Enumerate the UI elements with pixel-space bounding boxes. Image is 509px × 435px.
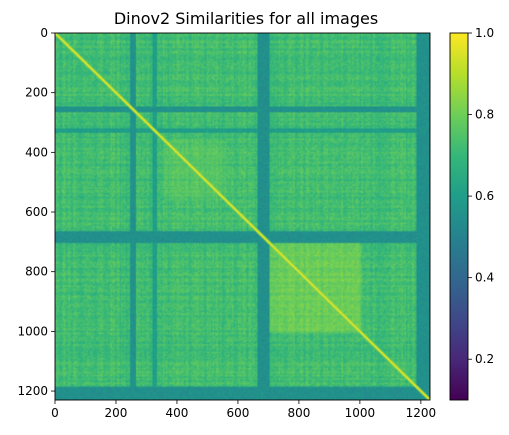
y-tick-label: 1200 [17, 384, 48, 398]
y-tick-label: 600 [25, 205, 48, 219]
x-tick-label: 0 [51, 406, 59, 420]
colorbar-tick-label: 0.6 [475, 189, 494, 203]
x-tick-label: 1200 [406, 406, 437, 420]
y-tick-label: 1000 [17, 324, 48, 338]
x-tick-label: 1000 [345, 406, 376, 420]
colorbar-tick-label: 1.0 [475, 26, 494, 40]
heatmap-image [55, 33, 430, 400]
x-tick-label: 600 [226, 406, 249, 420]
colorbar-gradient [450, 33, 468, 400]
heatmap-frame [54, 32, 431, 401]
y-tick-label: 0 [40, 26, 48, 40]
colorbar-frame [449, 32, 469, 401]
x-tick-label: 400 [165, 406, 188, 420]
x-axis: 0 200 400 600 800 1000 1200 [51, 400, 436, 420]
y-axis: 0 200 400 600 800 1000 1200 [17, 26, 55, 398]
colorbar-tick-label: 0.4 [475, 271, 494, 285]
heatmap-plot [54, 32, 431, 401]
x-tick-label: 200 [105, 406, 128, 420]
colorbar-tick-label: 0.8 [475, 108, 494, 122]
colorbar-tick-label: 0.2 [475, 352, 494, 366]
y-tick-label: 200 [25, 86, 48, 100]
colorbar: 0.2 0.4 0.6 0.8 1.0 [449, 26, 494, 401]
colorbar-axis: 0.2 0.4 0.6 0.8 1.0 [468, 26, 494, 366]
chart-title: Dinov2 Similarities for all images [114, 9, 378, 28]
y-tick-label: 400 [25, 145, 48, 159]
x-tick-label: 800 [287, 406, 310, 420]
y-tick-label: 800 [25, 265, 48, 279]
